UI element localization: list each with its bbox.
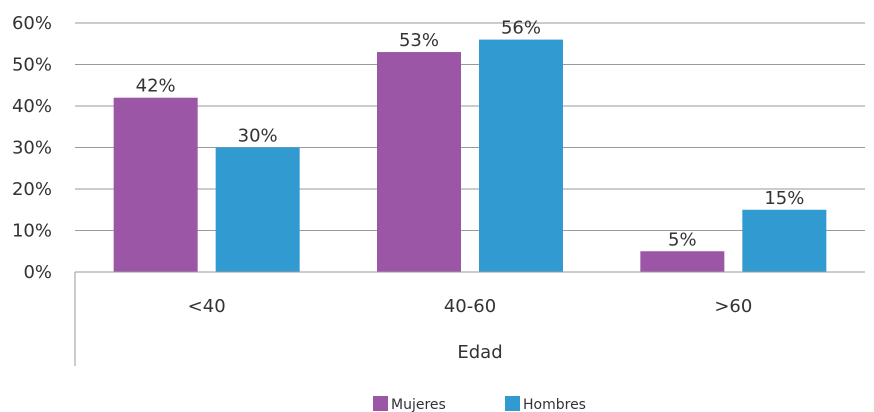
bar bbox=[479, 39, 563, 272]
y-tick-label: 30% bbox=[12, 138, 52, 159]
y-tick-label: 60% bbox=[12, 13, 52, 34]
data-label: 56% bbox=[501, 18, 541, 39]
data-label: 42% bbox=[136, 76, 176, 97]
x-tick-label: 40-60 bbox=[444, 296, 496, 317]
y-tick-label: 0% bbox=[23, 262, 52, 283]
legend-swatch bbox=[505, 396, 520, 411]
gridlines bbox=[75, 22, 865, 231]
y-tick-label: 20% bbox=[12, 179, 52, 200]
legend-item: Hombres bbox=[505, 396, 586, 412]
data-label: 15% bbox=[764, 188, 804, 209]
x-axis-categories: <40 40-60 >60 bbox=[188, 296, 753, 317]
data-labels: 42% 30% 53% 56% 5% 15% bbox=[136, 18, 805, 251]
x-axis-title: Edad bbox=[457, 342, 502, 363]
data-label: 30% bbox=[238, 126, 278, 147]
legend-item: Mujeres bbox=[373, 396, 446, 412]
bar bbox=[377, 52, 461, 272]
bars bbox=[113, 39, 827, 272]
y-tick-label: 10% bbox=[12, 221, 52, 242]
bar bbox=[113, 97, 198, 272]
bar bbox=[742, 209, 827, 272]
y-axis-ticks: 0% 10% 20% 30% 40% 50% 60% bbox=[12, 13, 52, 283]
y-tick-label: 40% bbox=[12, 96, 52, 117]
legend-swatch bbox=[373, 396, 388, 411]
y-tick-label: 50% bbox=[12, 55, 52, 76]
legend-label: Hombres bbox=[523, 397, 586, 412]
data-label: 5% bbox=[668, 229, 697, 250]
data-label: 53% bbox=[399, 30, 439, 51]
x-tick-label: <40 bbox=[188, 296, 226, 317]
legend-label: Mujeres bbox=[391, 397, 446, 412]
x-tick-label: >60 bbox=[714, 296, 752, 317]
legend: Mujeres Hombres bbox=[373, 396, 586, 412]
bar bbox=[215, 147, 300, 272]
bar bbox=[640, 251, 725, 272]
axes bbox=[74, 271, 865, 366]
